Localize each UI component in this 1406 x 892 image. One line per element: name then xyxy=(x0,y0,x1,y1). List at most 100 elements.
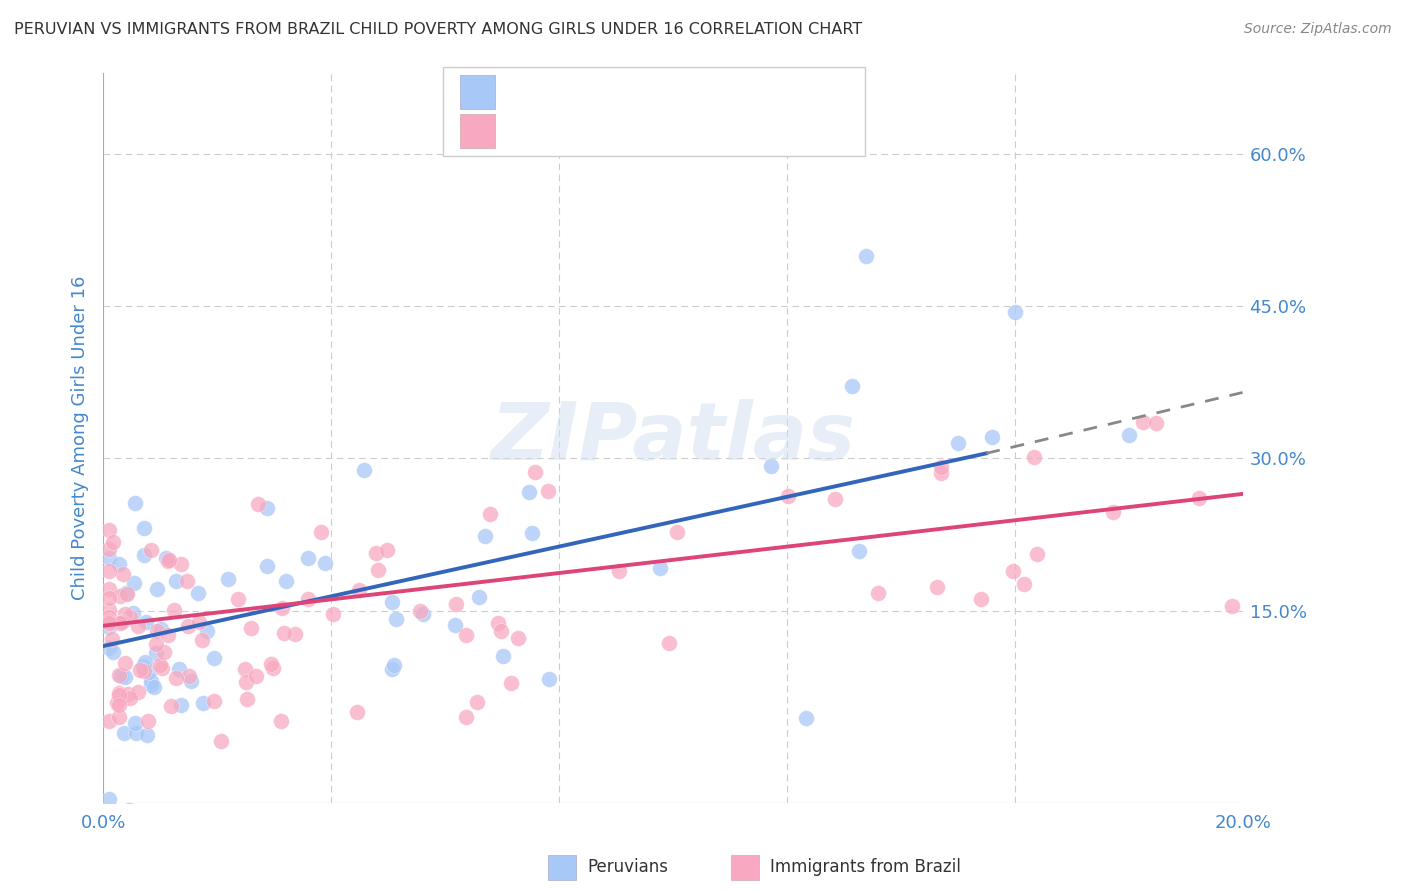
Point xyxy=(177,669,200,683)
Point xyxy=(1002,564,1025,578)
Point xyxy=(195,624,218,638)
Point xyxy=(97,792,120,806)
Point xyxy=(124,715,146,730)
Point xyxy=(1025,547,1047,561)
Text: R =  0.211  N = 105: R = 0.211 N = 105 xyxy=(509,122,706,140)
Point xyxy=(97,714,120,728)
Text: Immigrants from Brazil: Immigrants from Brazil xyxy=(770,858,962,876)
Point xyxy=(170,698,193,712)
Point xyxy=(97,550,120,565)
Point xyxy=(157,552,180,566)
Point xyxy=(759,458,782,473)
Point xyxy=(465,696,488,710)
Point xyxy=(353,463,375,477)
Point xyxy=(132,665,155,679)
Point xyxy=(150,622,173,636)
Point xyxy=(176,574,198,588)
Text: ZIPatlas: ZIPatlas xyxy=(491,399,855,477)
Point xyxy=(155,551,177,566)
Point xyxy=(866,586,889,600)
Point xyxy=(134,521,156,535)
Point xyxy=(204,651,226,665)
Point xyxy=(276,574,298,588)
Point xyxy=(409,604,432,618)
Point xyxy=(1102,504,1125,518)
Point xyxy=(270,601,292,615)
Point xyxy=(134,655,156,669)
Point xyxy=(117,587,139,601)
Point xyxy=(107,698,129,712)
Point xyxy=(841,379,863,393)
Point xyxy=(537,483,560,498)
Point xyxy=(167,661,190,675)
Point xyxy=(314,557,336,571)
Point xyxy=(260,657,283,671)
Point xyxy=(101,645,124,659)
Point xyxy=(522,525,544,540)
Point xyxy=(108,688,131,702)
Point xyxy=(658,636,681,650)
Point xyxy=(101,535,124,549)
Point xyxy=(297,551,319,566)
Point xyxy=(501,675,523,690)
Point xyxy=(479,508,502,522)
Point xyxy=(97,609,120,624)
Point xyxy=(381,663,404,677)
Point xyxy=(297,592,319,607)
Y-axis label: Child Poverty Among Girls Under 16: Child Poverty Among Girls Under 16 xyxy=(72,276,89,600)
Point xyxy=(236,692,259,706)
Point xyxy=(135,615,157,630)
Point xyxy=(245,668,267,682)
Point xyxy=(929,466,952,480)
Point xyxy=(112,566,135,581)
Point xyxy=(145,624,167,638)
Point xyxy=(443,617,465,632)
Point xyxy=(138,665,160,679)
Text: R = 0.457  N = 68: R = 0.457 N = 68 xyxy=(509,83,688,101)
Point xyxy=(322,607,344,622)
Point xyxy=(666,524,689,539)
Point xyxy=(202,694,225,708)
Point xyxy=(157,628,180,642)
Point xyxy=(108,827,131,841)
Point xyxy=(454,628,477,642)
Point xyxy=(120,691,142,706)
Point xyxy=(145,637,167,651)
Point xyxy=(517,484,540,499)
Point xyxy=(367,563,389,577)
Point xyxy=(105,696,128,710)
Point xyxy=(97,523,120,537)
Point xyxy=(508,631,530,645)
Point xyxy=(474,529,496,543)
Point xyxy=(262,661,284,675)
Point xyxy=(193,696,215,710)
Point xyxy=(127,684,149,698)
Point xyxy=(240,621,263,635)
Point xyxy=(468,590,491,604)
Text: Source: ZipAtlas.com: Source: ZipAtlas.com xyxy=(1244,22,1392,37)
Point xyxy=(1132,415,1154,429)
Point xyxy=(124,496,146,510)
Point xyxy=(456,710,478,724)
Point xyxy=(980,429,1002,443)
Point xyxy=(382,657,405,672)
Point xyxy=(97,541,120,556)
Point xyxy=(247,497,270,511)
Point xyxy=(778,489,800,503)
Point xyxy=(150,661,173,675)
Point xyxy=(138,714,160,729)
Point xyxy=(191,633,214,648)
Point xyxy=(347,582,370,597)
Point xyxy=(136,728,159,742)
Point xyxy=(122,606,145,620)
Point xyxy=(115,586,138,600)
Point xyxy=(824,491,846,506)
Point xyxy=(925,580,948,594)
Text: Peruvians: Peruvians xyxy=(588,858,669,876)
Point xyxy=(108,615,131,630)
Point xyxy=(139,543,162,558)
Point xyxy=(364,546,387,560)
Point xyxy=(855,248,877,262)
Point xyxy=(139,678,162,692)
Point xyxy=(114,670,136,684)
